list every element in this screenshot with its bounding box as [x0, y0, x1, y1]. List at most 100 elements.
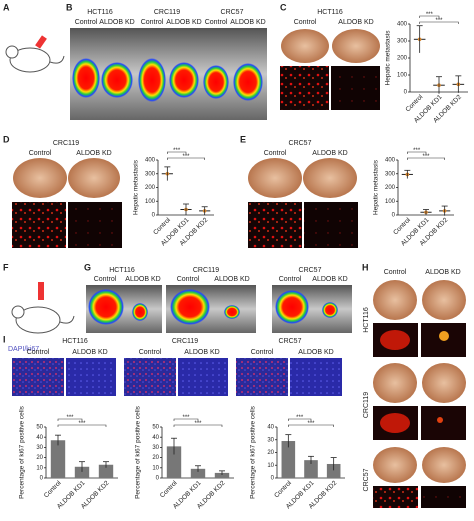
- y-tick-label: 100: [145, 199, 156, 205]
- y-tick-label: 300: [397, 39, 408, 45]
- cell-line: CRC57: [279, 338, 302, 345]
- panel-letter: D: [3, 134, 10, 144]
- y-tick-label: 0: [404, 90, 408, 96]
- significance-bracket: [173, 418, 199, 421]
- y-tick-label: 20: [152, 455, 159, 461]
- condition: Control: [384, 269, 407, 276]
- y-tick-label: 200: [145, 185, 156, 191]
- y-tick-label: 40: [36, 435, 43, 441]
- panel-letter: C: [280, 2, 287, 12]
- condition: ALDOB KD: [214, 276, 249, 283]
- condition: Control: [205, 19, 228, 26]
- ki67-images: [12, 358, 342, 396]
- condition: Control: [75, 19, 98, 26]
- condition: Control: [94, 276, 117, 283]
- condition: Control: [141, 19, 164, 26]
- y-tick-label: 10: [152, 465, 159, 471]
- significance-label: ***: [426, 12, 434, 18]
- bar: [326, 463, 341, 478]
- y-axis-label: Hepatic metastasis: [385, 30, 392, 86]
- cell-line: CRC119: [172, 338, 198, 345]
- y-tick-label: 20: [36, 455, 43, 461]
- significance-label: ***: [422, 154, 430, 160]
- y-axis-label: Percentage of ki67 positive cells: [250, 405, 257, 499]
- y-tick-label: 400: [145, 158, 156, 164]
- panel-letter: I: [3, 334, 6, 344]
- significance-label: ***: [307, 421, 315, 427]
- panel-title: HCT116: [317, 9, 343, 16]
- cell-line: CRC119: [154, 9, 180, 16]
- liver-images: [12, 158, 122, 248]
- condition: Control: [139, 349, 162, 356]
- condition: ALDOB KD: [312, 150, 347, 157]
- condition: ALDOB KD: [425, 269, 460, 276]
- significance-label: ***: [182, 415, 190, 421]
- significance-label: ***: [435, 18, 443, 24]
- condition: Control: [29, 150, 52, 157]
- panel-letter: B: [66, 2, 73, 12]
- liver-images: [248, 158, 358, 248]
- y-tick-label: 0: [152, 213, 156, 219]
- y-tick-label: 200: [385, 185, 396, 191]
- significance-bracket: [167, 157, 205, 160]
- stain-label: DAPI/ki67: [8, 346, 39, 353]
- panel-letter: H: [362, 262, 369, 272]
- liver-images: [372, 278, 470, 508]
- bar: [166, 446, 182, 478]
- panel-letter: A: [3, 2, 10, 12]
- cell-line: CRC57: [363, 468, 370, 491]
- bli-images: [70, 28, 267, 120]
- condition: ALDOB KD: [76, 150, 111, 157]
- y-tick-label: 30: [152, 445, 159, 451]
- y-tick-label: 10: [267, 463, 274, 469]
- bar: [50, 440, 66, 478]
- condition: Control: [251, 349, 274, 356]
- condition: ALDOB KD: [99, 19, 134, 26]
- significance-label: ***: [182, 154, 190, 160]
- bar: [74, 466, 90, 478]
- significance-label: ***: [78, 421, 86, 427]
- significance-bracket: [407, 157, 445, 160]
- condition: ALDOB KD: [298, 349, 333, 356]
- condition: ALDOB KD: [230, 19, 265, 26]
- bar: [281, 441, 296, 478]
- y-tick-label: 50: [36, 425, 43, 431]
- y-tick-label: 40: [152, 435, 159, 441]
- condition: ALDOB KD: [184, 349, 219, 356]
- significance-bracket: [57, 418, 83, 421]
- y-axis-label: Percentage of ki67 positive cells: [135, 405, 142, 499]
- y-tick-label: 10: [36, 465, 43, 471]
- condition: Control: [27, 349, 50, 356]
- x-tick-label: Control: [159, 479, 179, 499]
- significance-bracket: [173, 424, 223, 427]
- significance-bracket: [419, 15, 440, 18]
- cell-line: HCT116: [363, 307, 370, 333]
- significance-label: ***: [194, 421, 202, 427]
- y-tick-label: 30: [36, 445, 43, 451]
- significance-label: ***: [173, 148, 181, 154]
- bar: [214, 472, 230, 478]
- mouse-icon: [11, 282, 75, 334]
- y-tick-label: 300: [385, 171, 396, 177]
- condition: ALDOB KD: [125, 276, 160, 283]
- y-tick-label: 0: [392, 213, 396, 219]
- panel-title: CRC57: [289, 140, 312, 147]
- condition: Control: [264, 150, 287, 157]
- cell-line: HCT116: [109, 267, 135, 274]
- bli-images: [86, 285, 352, 333]
- y-tick-label: 400: [385, 158, 396, 164]
- panel-letter: E: [240, 134, 246, 144]
- cell-line: HCT116: [87, 9, 113, 16]
- panel-letter: F: [3, 262, 9, 272]
- y-tick-label: 20: [267, 450, 274, 456]
- y-tick-label: 400: [397, 22, 408, 28]
- condition: ALDOB KD: [72, 349, 107, 356]
- condition: ALDOB KD: [312, 276, 347, 283]
- y-axis-label: Percentage of ki67 positive cells: [19, 405, 26, 499]
- y-axis-label: Hepatic metastasis: [373, 159, 380, 215]
- significance-label: ***: [296, 415, 304, 421]
- panel-letter: G: [84, 262, 91, 272]
- cell-line: CRC119: [363, 392, 370, 418]
- cell-line: CRC57: [299, 267, 322, 274]
- mouse-icon: [5, 35, 65, 73]
